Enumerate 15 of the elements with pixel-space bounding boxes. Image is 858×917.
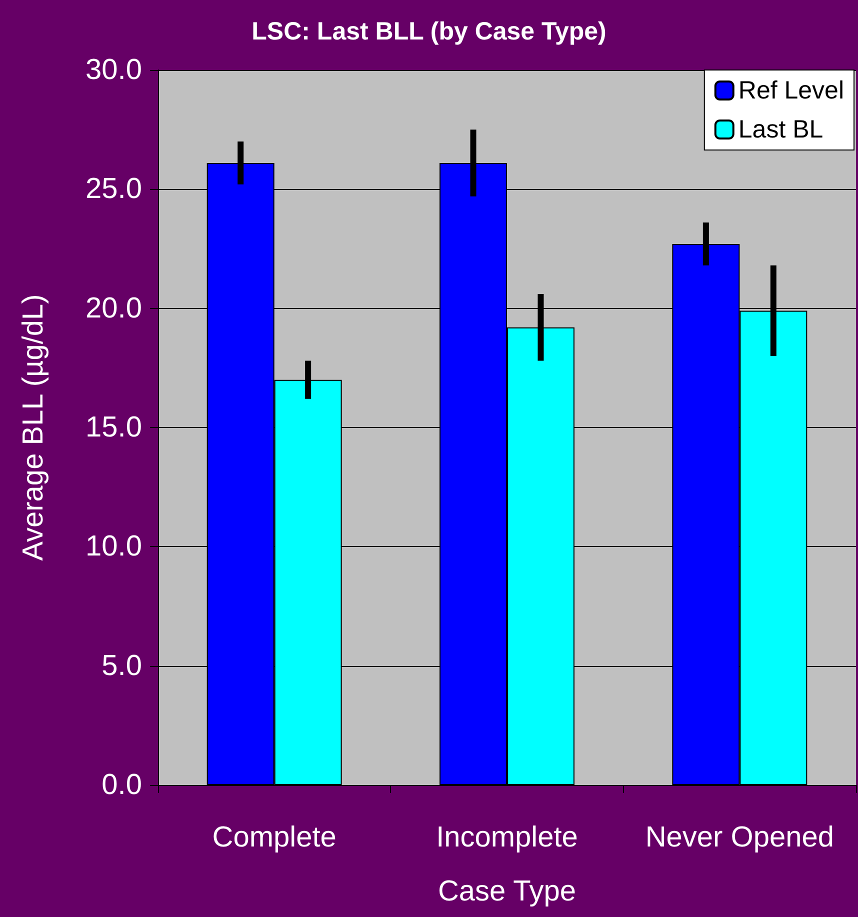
y-axis-title: Average BLL (µg/dL) [18,294,50,561]
y-tick-label: 10.0 [86,530,142,563]
y-tick-label: 5.0 [102,650,142,682]
x-tick-label: Incomplete [436,822,578,854]
y-tick-label: 25.0 [86,173,142,206]
y-tick-label: 15.0 [86,412,142,444]
y-tick-label: 30.0 [86,54,142,86]
y-tick-label: 0.0 [102,769,142,801]
y-tick-label: 20.0 [86,292,142,324]
x-tick-label: Complete [212,822,336,854]
x-tick-label: Never Opened [645,822,834,854]
legend-label: Ref Level [738,76,844,104]
x-axis-title: Case Type [438,876,576,908]
chart-title: LSC: Last BLL (by Case Type) [252,18,606,46]
legend-label: Last BL [738,116,824,144]
